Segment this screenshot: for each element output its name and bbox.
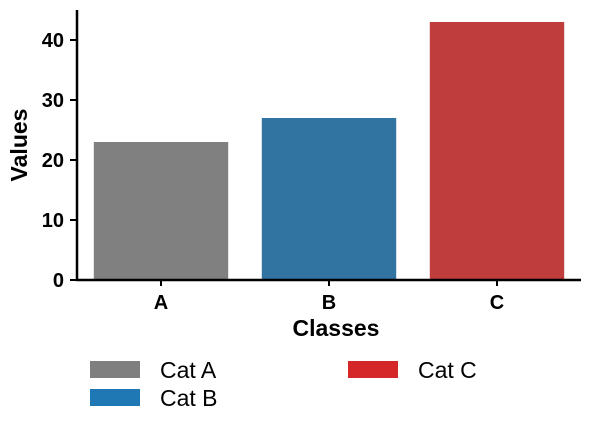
y-tick-label: 0	[53, 270, 64, 292]
legend-swatch-cat-b	[90, 389, 140, 406]
bar-B	[261, 118, 397, 280]
legend-swatch-cat-a	[90, 361, 140, 378]
legend-label-cat-b: Cat B	[160, 385, 218, 411]
x-tick-label: A	[154, 292, 168, 314]
bar-C	[429, 22, 565, 280]
y-axis-title: Values	[6, 109, 32, 182]
legend-label-cat-a: Cat A	[160, 357, 217, 383]
legend-label-cat-c: Cat C	[418, 357, 477, 383]
y-tick-label: 10	[42, 210, 64, 232]
y-tick-label: 40	[42, 30, 64, 52]
x-tick-label: B	[322, 292, 336, 314]
x-tick-label: C	[490, 292, 504, 314]
y-tick-label: 20	[42, 150, 64, 172]
bars-group	[93, 22, 565, 280]
bar-A	[93, 142, 229, 280]
y-tick-label: 30	[42, 90, 64, 112]
legend-swatch-cat-c	[348, 361, 398, 378]
x-axis-title: Classes	[293, 315, 380, 341]
y-ticks-group: 0 10 20 30 40	[42, 30, 77, 292]
x-ticks-group: A B C	[154, 280, 504, 314]
